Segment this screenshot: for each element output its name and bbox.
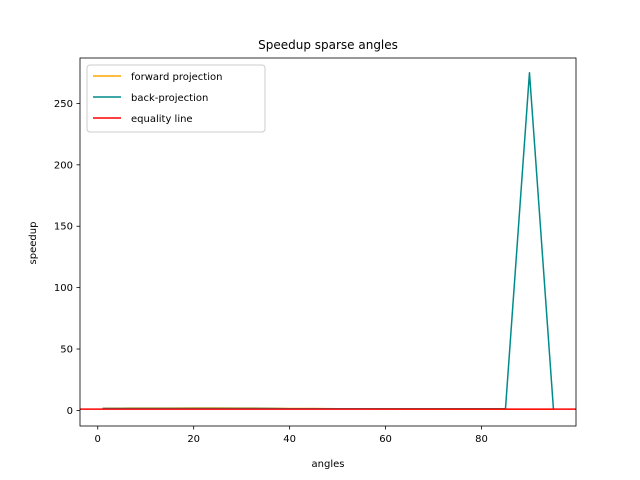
x-tick-label: 20 <box>187 434 200 445</box>
legend-label-equality-line: equality line <box>131 114 193 125</box>
y-tick-label: 100 <box>54 283 73 294</box>
x-tick-label: 60 <box>379 434 392 445</box>
plot-area: 0 20 40 60 80 0 50 100 150 200 250 <box>54 57 577 445</box>
y-tick-label: 200 <box>54 160 73 171</box>
x-tick-label: 0 <box>95 434 101 445</box>
y-axis-label: speedup <box>28 222 39 265</box>
series-group <box>80 71 576 411</box>
x-axis-label: angles <box>312 459 345 470</box>
legend-box <box>86 64 266 133</box>
axes-frame <box>79 57 577 427</box>
x-tick-label: 40 <box>283 434 296 445</box>
y-tick-label: 0 <box>67 406 73 417</box>
y-tick-label: 150 <box>54 222 73 233</box>
x-tick-label: 80 <box>475 434 488 445</box>
chart-title: Speedup sparse angles <box>258 38 398 52</box>
legend: forward projection back-projection equalit… <box>86 64 266 133</box>
legend-label-forward-projection: forward projection <box>131 72 222 83</box>
y-tick-label: 250 <box>54 99 73 110</box>
y-tick-label: 50 <box>60 345 73 356</box>
legend-label-back-projection: back-projection <box>131 93 208 104</box>
